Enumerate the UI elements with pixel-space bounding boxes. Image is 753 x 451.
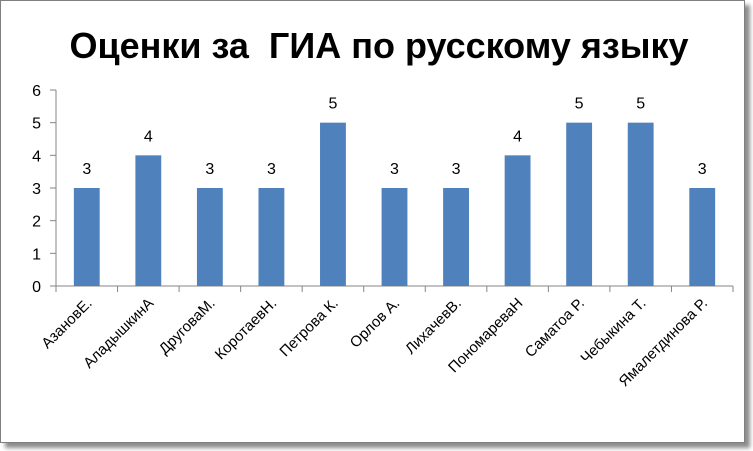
data-label: 3	[452, 161, 461, 178]
y-tick-label: 6	[32, 83, 41, 100]
category-label: ЛихачевВ.	[402, 295, 465, 358]
data-label: 5	[329, 96, 338, 113]
y-tick-label: 4	[32, 148, 41, 165]
bar	[258, 188, 285, 286]
bar	[381, 188, 408, 286]
bar	[196, 188, 223, 286]
axes: 0 1 2 3 4 5 6	[32, 83, 734, 296]
y-tick-label: 1	[32, 246, 41, 263]
category-label: Орлов А.	[347, 295, 404, 352]
y-tick-label: 2	[32, 214, 41, 231]
data-label: 5	[575, 96, 584, 113]
data-label: 3	[698, 161, 707, 178]
category-label: Петрова К.	[276, 295, 341, 360]
bar	[689, 188, 716, 286]
category-label: АзановЕ.	[38, 295, 95, 352]
data-label: 3	[205, 161, 214, 178]
y-tick-label: 5	[32, 116, 41, 133]
category-label: КоротаевН.	[212, 295, 280, 363]
data-label: 3	[82, 161, 91, 178]
chart-title: Оценки за ГИА по русскому языку	[69, 25, 688, 66]
y-tick-label: 0	[32, 279, 41, 296]
bar	[73, 188, 100, 286]
data-label: 3	[267, 161, 276, 178]
bar	[504, 155, 531, 286]
category-label: ДруговаМ.	[156, 295, 219, 358]
data-label: 4	[144, 128, 153, 145]
y-tick-label: 3	[32, 181, 41, 198]
category-label: Саматоа Р.	[522, 295, 588, 361]
bar-chart: Оценки за ГИА по русскому языку 0123456 …	[32, 25, 734, 390]
bar	[443, 188, 469, 286]
data-label: 5	[636, 96, 645, 113]
bar	[135, 155, 162, 286]
data-labels: 3 4 3 3 5 3 3 4 5 5 3	[82, 96, 706, 178]
data-label: 3	[390, 161, 399, 178]
bar	[566, 122, 593, 287]
data-label: 4	[513, 128, 522, 145]
bars	[73, 122, 716, 287]
category-labels: АзановЕ.АладышкинАДруговаМ.КоротаевН.Пет…	[38, 295, 711, 390]
bar	[627, 122, 654, 287]
bar	[320, 122, 346, 287]
